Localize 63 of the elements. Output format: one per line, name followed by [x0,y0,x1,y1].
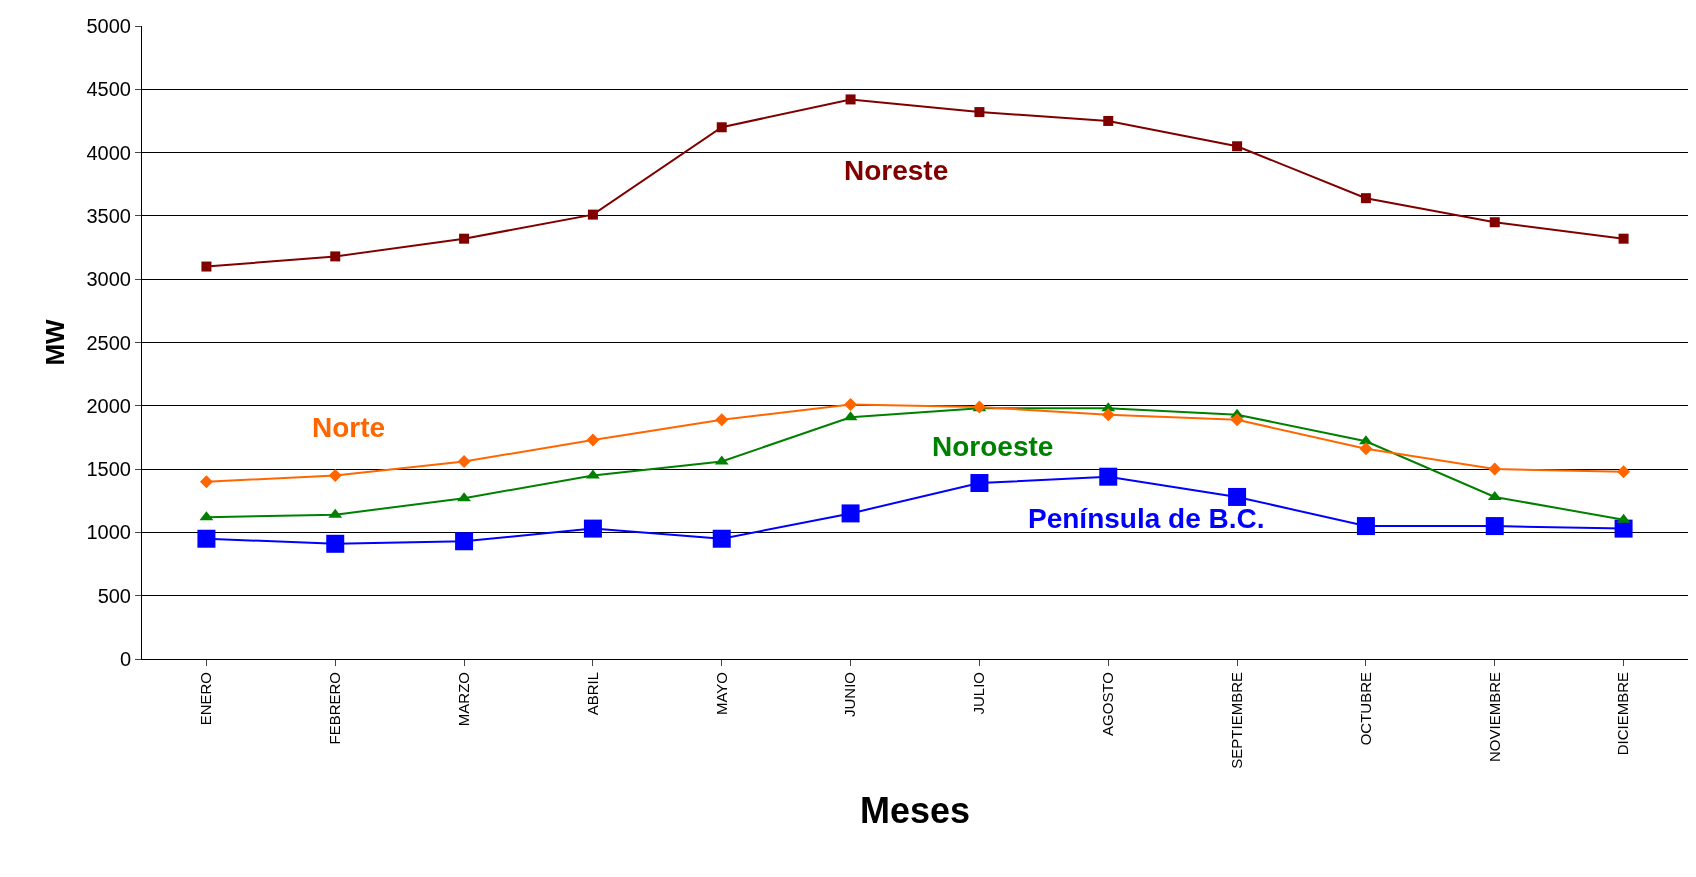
x-tick-label: JULIO [970,672,988,715]
x-tick-label: JUNIO [841,672,859,717]
x-tick-label: NOVIEMBRE [1485,672,1503,763]
x-tick-label: FEBRERO [326,672,344,745]
point [326,534,345,553]
point [1617,465,1631,479]
point [1356,517,1375,536]
point [1101,408,1115,422]
point [974,107,985,118]
point [1232,141,1243,152]
point [459,233,470,244]
y-tick-label: 1500 [86,458,131,481]
x-tick-label: MAYO [712,672,730,716]
point [587,209,598,220]
x-tick-label: AGOSTO [1099,672,1117,736]
point [1099,467,1118,486]
point [841,504,860,523]
point [1488,462,1502,476]
y-tick-label: 5000 [86,15,131,37]
y-tick-label: 3000 [86,268,131,291]
point [1360,193,1371,204]
series-label: Península de B.C. [1028,503,1265,534]
point [457,455,471,468]
point [330,251,341,262]
point [197,529,216,548]
x-axis-title: Meses [859,790,971,832]
point [1485,517,1504,536]
point [1489,217,1500,228]
point [328,468,342,482]
y-tick-label: 0 [119,648,131,670]
point [716,122,727,133]
x-tick-label: OCTUBRE [1356,672,1374,746]
x-tick-label: SEPTIEMBRE [1227,672,1245,769]
y-tick-label: 4000 [86,141,131,164]
y-axis-title: MW [39,318,70,366]
x-tick-label: MARZO [454,672,472,727]
point [455,532,474,551]
point [1230,413,1244,427]
point [1359,442,1373,456]
x-tick-label: ENERO [197,672,215,726]
point [201,261,212,272]
point [844,398,858,412]
point [1228,487,1247,506]
series-label: Noreste [844,155,949,186]
series-label: Norte [312,412,386,443]
point [715,413,729,427]
series-label: Noroeste [932,431,1054,462]
point [1618,233,1629,244]
point [970,474,989,493]
point [1103,115,1114,126]
y-tick-label: 3500 [86,204,131,227]
y-tick-label: 2000 [86,394,131,417]
point [583,519,602,538]
x-tick-label: ABRIL [583,672,601,716]
y-tick-label: 500 [97,584,131,607]
x-tick-label: DICIEMBRE [1614,672,1632,756]
point [199,475,213,489]
point [845,94,856,105]
point [712,529,731,548]
y-tick-label: 2500 [86,331,131,354]
y-tick-label: 1000 [86,521,131,544]
point [586,433,600,447]
y-tick-label: 4500 [86,78,131,101]
